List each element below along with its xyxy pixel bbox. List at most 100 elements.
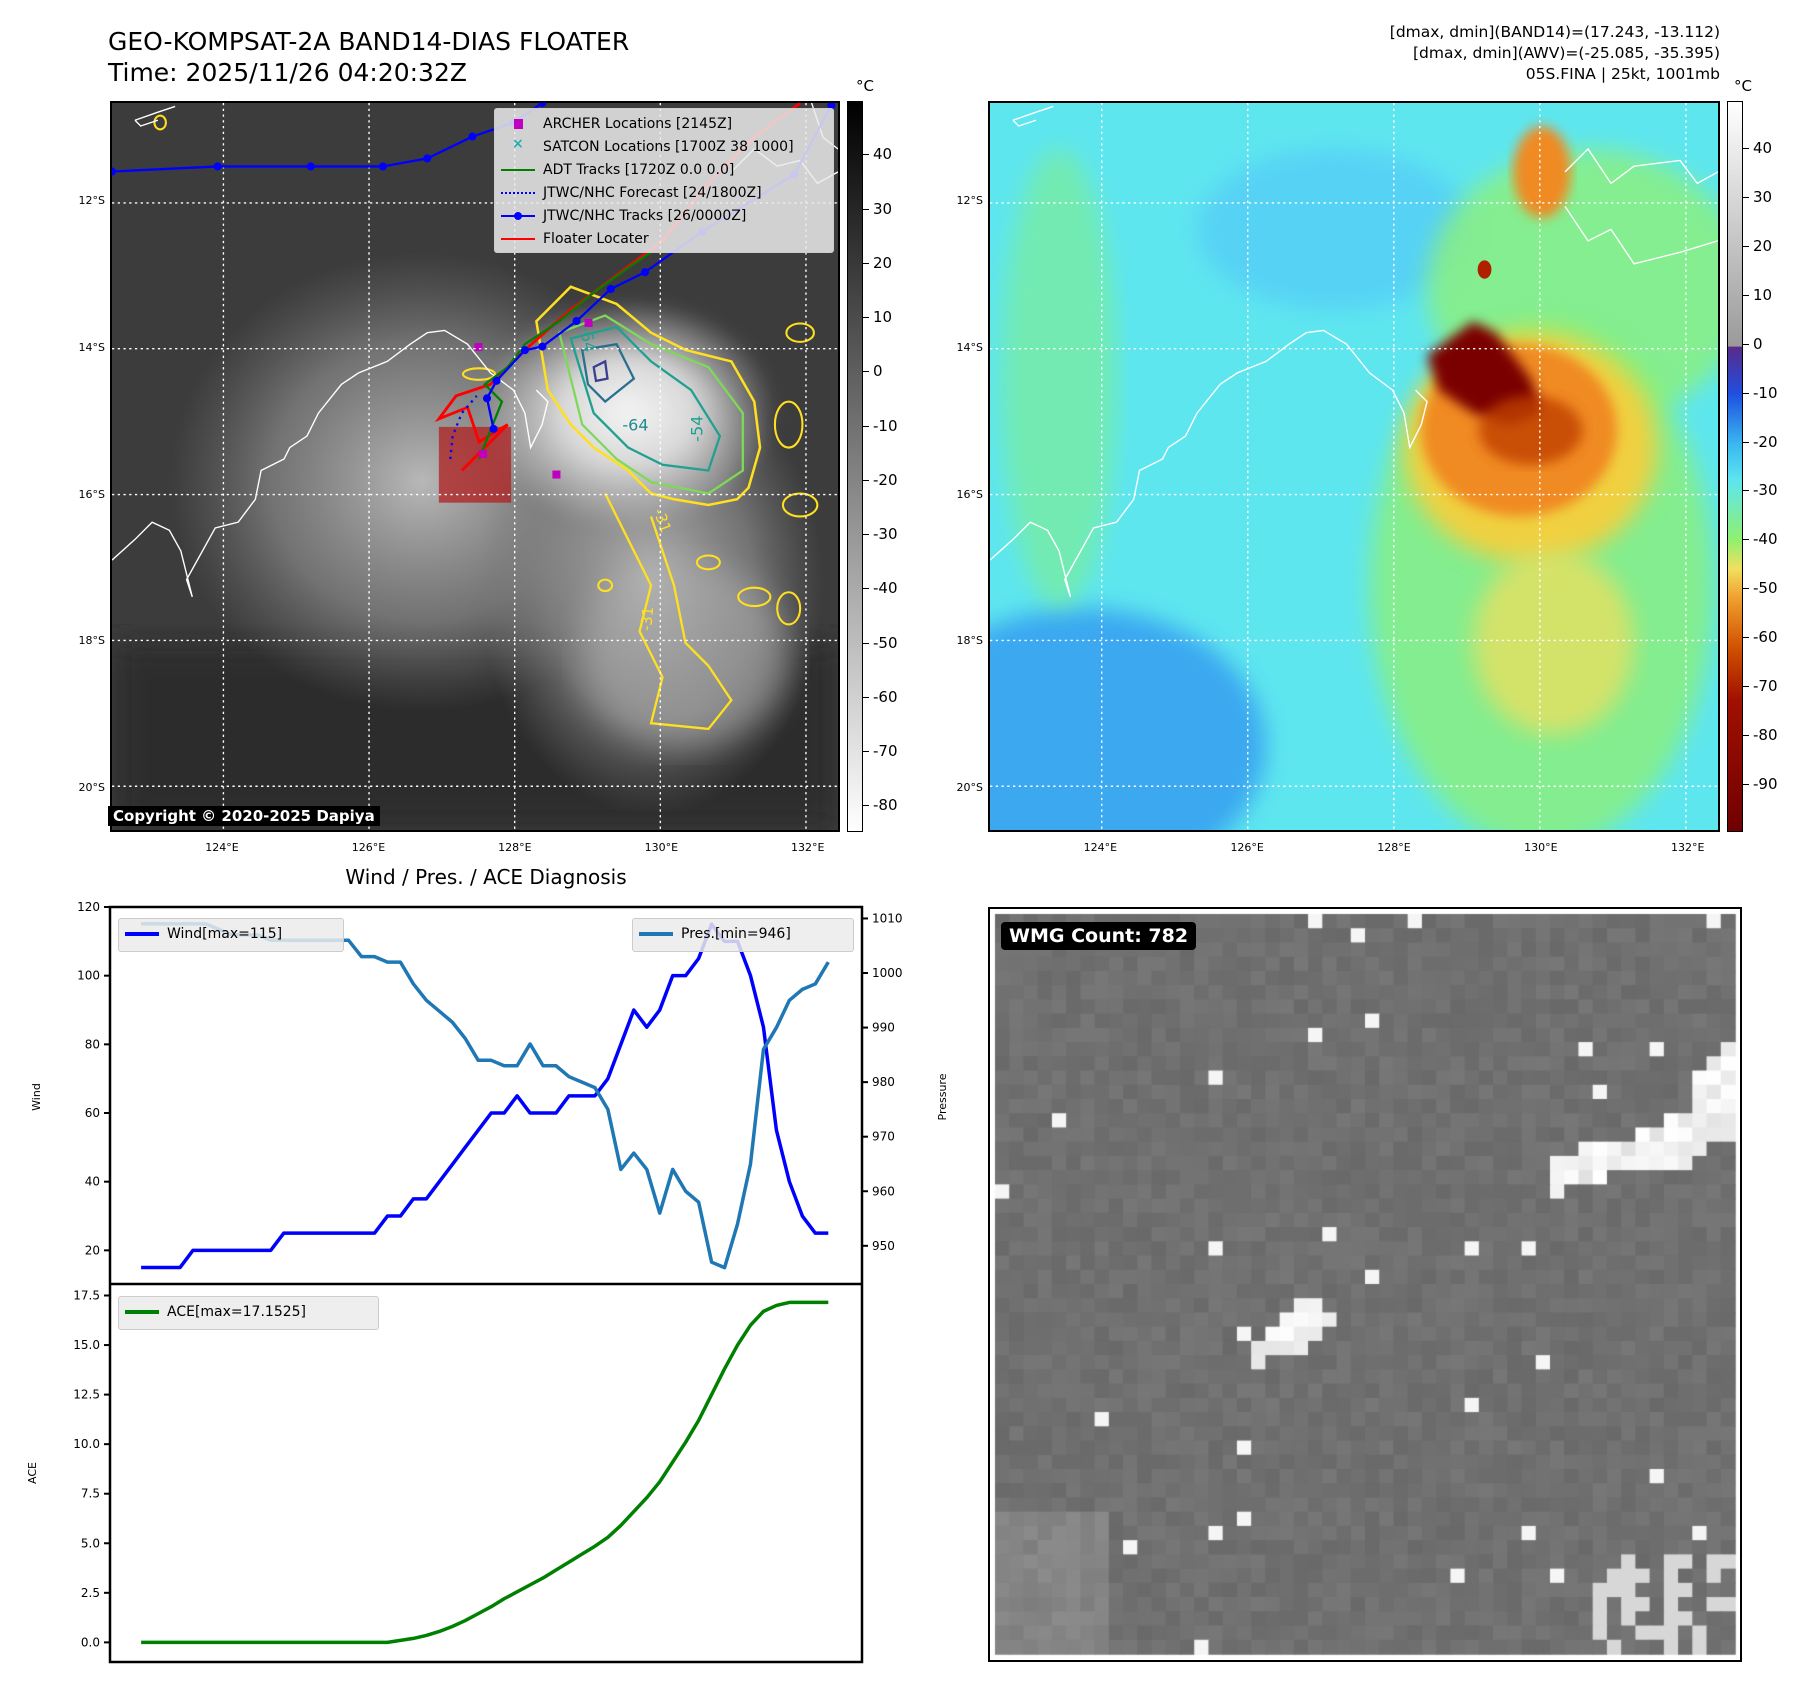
lon-tick-label: 124°E xyxy=(1083,841,1118,854)
lon-tick-label: 126°E xyxy=(351,841,386,854)
lat-tick-label: 14°S xyxy=(78,341,105,355)
map-gridlines xyxy=(112,103,838,830)
pressure-tick-label: 950 xyxy=(872,1239,895,1253)
colorbar-tick-mark xyxy=(863,751,869,753)
pressure-tick-label: 960 xyxy=(872,1184,895,1198)
x-marker-icon: × xyxy=(512,135,524,152)
colorbar-tick-mark xyxy=(1743,783,1749,785)
legend-item: ARCHER Locations [2145Z] xyxy=(501,112,827,135)
contour-label: -64 xyxy=(622,415,648,434)
colorbar-tick-label: -70 xyxy=(873,742,898,761)
colorbar-tick-mark xyxy=(1743,490,1749,492)
jtwc-track-point xyxy=(468,132,477,141)
contour-label: -54 xyxy=(688,416,707,442)
wind-line xyxy=(141,922,829,1270)
jtwc-track-point xyxy=(492,376,501,385)
pressure-axis-label: Pressure xyxy=(936,1073,949,1120)
colorbar-tick-label: -60 xyxy=(1753,628,1778,646)
wind-tick-label: 40 xyxy=(85,1175,100,1189)
lon-tick-label: 126°E xyxy=(1230,841,1264,854)
colorbar-tick-mark xyxy=(1743,246,1749,248)
colorbar-tick-mark xyxy=(1743,539,1749,541)
colorbar-tick-mark xyxy=(1743,441,1749,443)
jtwc-track-point xyxy=(112,167,117,176)
jtwc-track-point xyxy=(520,346,529,355)
colorbar-tick-mark xyxy=(1743,148,1749,150)
pressure-line xyxy=(141,922,830,1270)
ace-tick-label: 2.5 xyxy=(81,1586,100,1600)
line-marker-icon xyxy=(501,164,535,176)
stats-header: [dmax, dmin](BAND14)=(17.243, -13.112) [… xyxy=(1390,22,1720,85)
map-gridlines xyxy=(990,103,1718,830)
colorbar-tick-label: 40 xyxy=(873,145,893,164)
colorbar-tick-label: -90 xyxy=(1753,774,1778,793)
colorbar-color xyxy=(1727,101,1743,832)
lon-tick-label: 124°E xyxy=(205,841,239,854)
legend-item: × SATCON Locations [1700Z 38 1000] xyxy=(501,135,827,158)
pressure-tick-label: 1010 xyxy=(872,911,903,925)
jtwc-track-point xyxy=(641,268,650,277)
colorbar-tick-label: -80 xyxy=(1753,725,1778,744)
wind-tick-label: 100 xyxy=(77,969,100,983)
coastline xyxy=(990,105,1718,598)
wind-tick-label: 80 xyxy=(85,1037,100,1051)
colorbar-tick-mark xyxy=(863,262,869,264)
legend-item: JTWC/NHC Tracks [26/0000Z] xyxy=(501,204,827,227)
colorbar-unit-color: °C xyxy=(1734,77,1752,95)
wind-axis-label: Wind xyxy=(30,1083,43,1111)
colorbar-tick-label: -30 xyxy=(873,525,898,544)
pressure-legend: Pres.[min=946] xyxy=(632,918,854,952)
colorbar-tick-mark xyxy=(863,479,869,481)
colorbar-tick-mark xyxy=(863,642,869,644)
copyright-label: Copyright © 2020-2025 Dapiya xyxy=(108,806,380,826)
colorbar-tick-label: 40 xyxy=(1753,139,1773,158)
colorbar-tick-mark xyxy=(863,154,869,156)
wind-legend-label: Wind[max=115] xyxy=(167,925,283,942)
lon-tick-label: 130°E xyxy=(1524,841,1558,854)
jtwc-track-point xyxy=(489,424,498,433)
colorbar-tick-label: 20 xyxy=(873,253,893,272)
jtwc-track-point xyxy=(213,162,222,171)
colorbar-tick-mark xyxy=(1743,343,1749,345)
colorbar-tick-label: 30 xyxy=(1753,188,1773,207)
enhanced-map-panel xyxy=(988,101,1720,832)
ace-tick-label: 5.0 xyxy=(81,1536,100,1550)
colorbar-tick-label: -10 xyxy=(1753,383,1778,402)
ace-tick-label: 15.0 xyxy=(73,1338,100,1352)
colorbar-tick-mark xyxy=(1743,685,1749,687)
contour-yellow xyxy=(535,285,762,507)
title-product: GEO-KOMPSAT-2A BAND14-DIAS FLOATER xyxy=(108,27,630,56)
wind-tick-label: 60 xyxy=(85,1106,100,1120)
colorbar-gray xyxy=(847,101,863,832)
colorbar-tick-label: 30 xyxy=(873,199,893,218)
colorbar-tick-mark xyxy=(863,588,869,590)
colorbar-tick-label: -30 xyxy=(1753,481,1778,500)
map-legend: ARCHER Locations [2145Z] × SATCON Location… xyxy=(494,108,834,253)
jtwc-track-point xyxy=(606,284,615,293)
jtwc-track-point xyxy=(423,154,432,163)
colorbar-tick-label: -40 xyxy=(1753,530,1778,549)
title-time: Time: 2025/11/26 04:20:32Z xyxy=(108,58,467,87)
colorbar-tick-label: -60 xyxy=(873,687,898,706)
colorbar-tick-label: 0 xyxy=(1753,334,1763,353)
lat-tick-label: 12°S xyxy=(956,194,983,208)
legend-label: JTWC/NHC Forecast [24/1800Z] xyxy=(543,184,762,201)
lon-tick-label: 128°E xyxy=(1377,841,1411,854)
lon-tick-label: 130°E xyxy=(644,841,679,854)
lat-tick-label: 12°S xyxy=(78,194,105,208)
colorbar-tick-label: -20 xyxy=(1753,432,1778,451)
colorbar-tick-label: -80 xyxy=(873,796,898,815)
legend-label: ADT Tracks [1720Z 0.0 0.0] xyxy=(543,161,735,178)
lat-tick-label: 14°S xyxy=(956,341,983,355)
colorbar-tick-mark xyxy=(1743,734,1749,736)
lon-tick-label: 132°E xyxy=(791,841,825,854)
colorbar-tick-label: 10 xyxy=(1753,285,1773,304)
contour-label: -64 xyxy=(576,324,599,353)
colorbar-tick-mark xyxy=(1743,392,1749,394)
ace-tick-label: 0.0 xyxy=(81,1635,100,1649)
colorbar-unit-gray: °C xyxy=(856,77,874,95)
ace-tick-label: 10.0 xyxy=(73,1437,100,1451)
colorbar-tick-label: -50 xyxy=(1753,579,1778,598)
enhanced-map xyxy=(990,103,1718,830)
line-dot-marker-icon xyxy=(501,210,535,222)
